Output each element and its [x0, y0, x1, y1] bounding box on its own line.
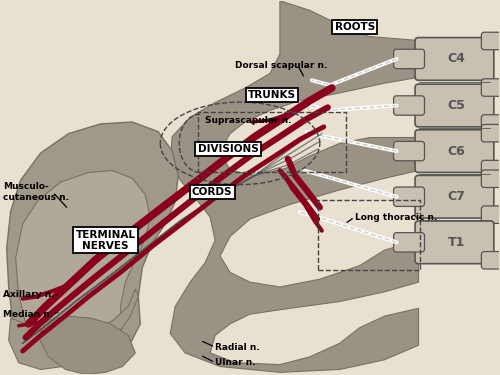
FancyBboxPatch shape [482, 32, 500, 50]
Text: Dorsal scapular n.: Dorsal scapular n. [235, 61, 328, 70]
Text: C4: C4 [448, 53, 466, 65]
FancyBboxPatch shape [415, 38, 494, 80]
FancyBboxPatch shape [482, 206, 500, 224]
Text: CORDS: CORDS [192, 187, 232, 197]
Text: TERMINAL
NERVES: TERMINAL NERVES [76, 230, 136, 251]
FancyBboxPatch shape [394, 187, 424, 206]
FancyBboxPatch shape [415, 84, 494, 127]
FancyBboxPatch shape [394, 49, 424, 69]
FancyBboxPatch shape [394, 96, 424, 115]
FancyBboxPatch shape [482, 115, 500, 132]
Text: Radial n.: Radial n. [215, 343, 260, 352]
FancyBboxPatch shape [394, 141, 424, 161]
Text: Suprascapular n.: Suprascapular n. [205, 116, 292, 124]
FancyBboxPatch shape [394, 232, 424, 252]
Polygon shape [8, 289, 138, 369]
Text: C7: C7 [448, 190, 466, 203]
FancyBboxPatch shape [482, 79, 500, 96]
Text: ROOTS: ROOTS [334, 22, 375, 32]
Text: C6: C6 [448, 145, 466, 158]
Text: Axillary n.: Axillary n. [2, 290, 54, 299]
FancyBboxPatch shape [482, 170, 500, 188]
Text: TRUNKS: TRUNKS [248, 90, 296, 100]
Text: T1: T1 [448, 236, 465, 249]
FancyBboxPatch shape [415, 221, 494, 264]
Polygon shape [170, 1, 418, 372]
Polygon shape [16, 171, 150, 353]
Polygon shape [6, 122, 178, 363]
Text: Median n.: Median n. [2, 310, 53, 319]
Polygon shape [38, 316, 136, 374]
FancyBboxPatch shape [482, 252, 500, 269]
FancyBboxPatch shape [415, 176, 494, 218]
FancyBboxPatch shape [415, 130, 494, 172]
Text: C5: C5 [448, 99, 466, 112]
Text: Long thoracic n.: Long thoracic n. [354, 213, 437, 222]
Text: Ulnar n.: Ulnar n. [215, 358, 256, 367]
Text: Musculo-
cutaneous n.: Musculo- cutaneous n. [2, 182, 68, 202]
FancyBboxPatch shape [482, 124, 500, 142]
Text: DIVISIONS: DIVISIONS [198, 144, 258, 154]
FancyBboxPatch shape [482, 160, 500, 178]
